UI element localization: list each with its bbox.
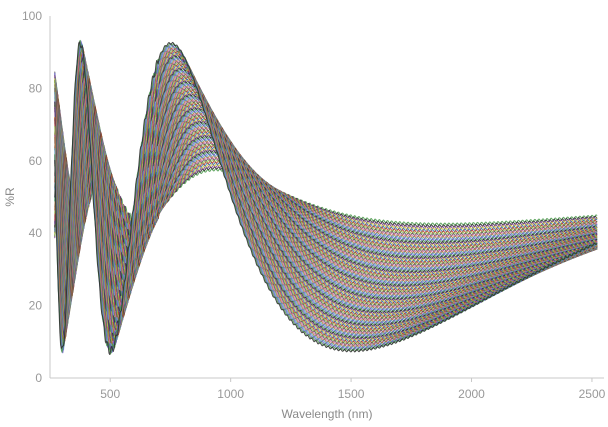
- x-tick-label: 500: [100, 387, 120, 401]
- series-line: [54, 58, 598, 338]
- y-tick-label: 100: [22, 9, 42, 23]
- x-tick-label: 2500: [579, 387, 606, 401]
- y-tick-label: 20: [29, 299, 43, 313]
- y-tick-label: 40: [29, 226, 43, 240]
- x-tick-label: 2000: [458, 387, 485, 401]
- series-line: [54, 55, 598, 342]
- series-line: [54, 69, 598, 326]
- series-line: [54, 80, 598, 314]
- x-tick-label: 1500: [338, 387, 365, 401]
- series-line: [54, 41, 598, 356]
- ticks-group: 0 20 40 60 80 100 500 1000 1500 2000 2500: [22, 9, 606, 401]
- series-group: [54, 39, 598, 356]
- y-tick-label: 80: [29, 81, 43, 95]
- x-tick-label: 1000: [217, 387, 244, 401]
- y-axis-title: %R: [3, 187, 17, 207]
- y-tick-label: 0: [35, 371, 42, 385]
- series-line: [54, 45, 598, 350]
- y-tick-label: 60: [29, 154, 43, 168]
- series-line: [54, 64, 598, 331]
- series-line: [54, 40, 598, 354]
- x-axis-title: Wavelength (nm): [282, 407, 373, 421]
